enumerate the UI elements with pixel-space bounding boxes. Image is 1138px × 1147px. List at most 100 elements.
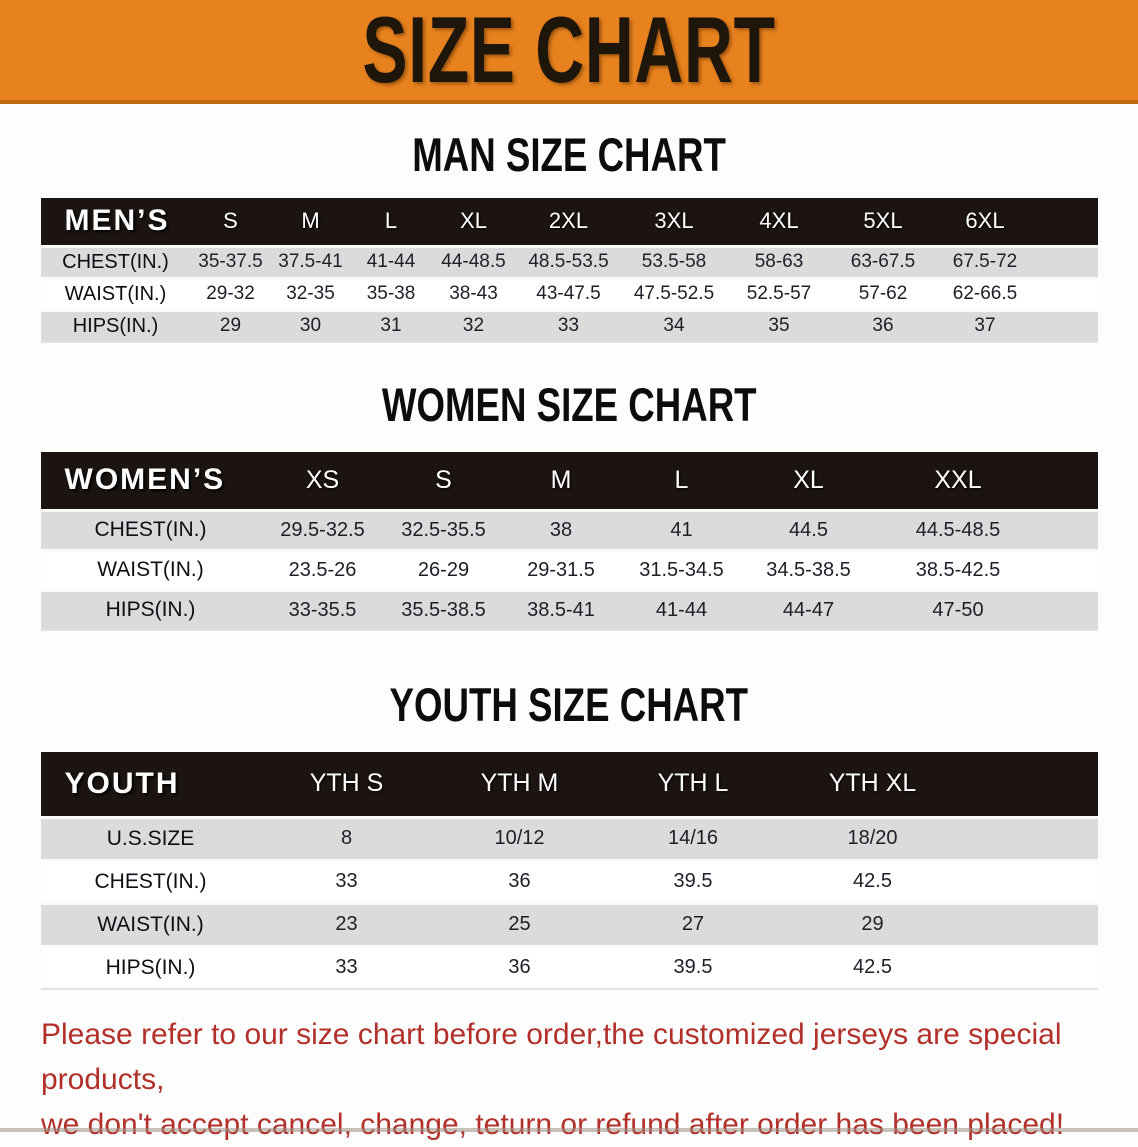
value-cell: 26-29 [417, 558, 470, 581]
column-header-cell: YTH M [480, 769, 559, 798]
women-size-table: WOMEN’S XS S M L XL XXL CHEST(IN.) 29.5-… [40, 452, 1098, 631]
table-header-row: MEN’S S M L XL 2XL 3XL 4XL 5XL 6XL [40, 198, 1098, 246]
value-cell: 38 [549, 518, 573, 541]
bottom-edge-strip [0, 1128, 1138, 1132]
value-cell: 32 [462, 315, 485, 337]
value-cell: 47.5-52.5 [633, 283, 715, 304]
table-row: WAIST(IN.) 29-32 32-35 35-38 38-43 43-47… [40, 278, 1098, 310]
value-cell: 8 [340, 827, 353, 849]
value-cell: 31.5-34.5 [639, 558, 724, 581]
row-label-cell: CHEST(IN.) [62, 250, 169, 273]
value-cell: 33 [557, 315, 580, 337]
value-cell: 67.5-72 [952, 251, 1018, 272]
table-row: CHEST(IN.) 33 36 39.5 42.5 [40, 860, 1098, 903]
spacer-cell [1043, 452, 1098, 510]
value-cell: 42.5 [853, 956, 892, 979]
table-header-row: YOUTH YTH S YTH M YTH L YTH XL [40, 752, 1098, 817]
value-cell: 35 [768, 315, 790, 337]
value-cell: 36 [508, 870, 531, 892]
banner-title: SIZE CHART [362, 0, 776, 102]
row-label-cell: HIPS(IN.) [105, 598, 196, 622]
table-row: U.S.SIZE 8 10/12 14/16 18/20 [40, 817, 1098, 860]
value-cell: 32.5-35.5 [401, 518, 486, 541]
value-cell: 29-32 [206, 283, 255, 304]
column-header-cell: XXL [934, 465, 982, 494]
value-cell: 32-35 [286, 283, 335, 304]
value-cell: 14/16 [667, 827, 719, 849]
value-cell: 44.5-48.5 [915, 518, 1001, 541]
value-cell: 10/12 [494, 827, 545, 849]
table-row: HIPS(IN.) 33 36 39.5 42.5 [40, 946, 1098, 989]
spacer-cell [966, 946, 1098, 989]
spacer-cell [966, 860, 1098, 903]
row-label-cell: HIPS(IN.) [72, 314, 159, 337]
spacer-cell [966, 903, 1098, 946]
column-header-cell: S [223, 208, 238, 234]
value-cell: 36 [508, 956, 531, 979]
row-label-cell: WAIST(IN.) [64, 282, 167, 305]
value-cell: 39.5 [673, 870, 713, 892]
value-cell: 41-44 [655, 598, 708, 621]
value-cell: 29 [219, 315, 242, 337]
youth-section-heading: YOUTH SIZE CHART [389, 678, 749, 731]
value-cell: 41-44 [366, 251, 416, 272]
column-header-cell: 4XL [759, 208, 799, 234]
column-header-cell: M [301, 208, 320, 234]
value-cell: 53.5-58 [641, 251, 707, 272]
table-row: CHEST(IN.) 29.5-32.5 32.5-35.5 38 41 44.… [40, 510, 1098, 550]
column-header-cell: YTH L [657, 769, 729, 798]
table-row: HIPS(IN.) 33-35.5 35.5-38.5 38.5-41 41-4… [40, 590, 1098, 630]
value-cell: 35-37.5 [198, 251, 263, 272]
value-cell: 38.5-41 [527, 598, 595, 621]
value-cell: 23 [335, 913, 358, 935]
footer-note: Please refer to our size chart before or… [41, 1012, 1120, 1147]
table-row: WAIST(IN.) 23.5-26 26-29 29-31.5 31.5-34… [40, 550, 1098, 590]
spacer-cell [1043, 590, 1098, 630]
value-cell: 18/20 [847, 827, 898, 849]
men-size-table: MEN’S S M L XL 2XL 3XL 4XL 5XL 6XL CHEST… [40, 198, 1098, 343]
value-cell: 58-63 [754, 251, 804, 272]
spacer-cell [966, 752, 1098, 817]
spacer-cell [1036, 246, 1098, 278]
column-header-cell: 2XL [548, 208, 589, 234]
value-cell: 33 [335, 870, 358, 892]
column-header-cell: L [674, 465, 689, 494]
value-cell: 23.5-26 [288, 558, 357, 581]
value-cell: 52.5-57 [746, 283, 812, 304]
column-header-cell: L [384, 208, 398, 234]
table-title-cell: YOUTH [64, 766, 180, 800]
value-cell: 38.5-42.5 [915, 558, 1001, 581]
table-row: WAIST(IN.) 23 25 27 29 [40, 903, 1098, 946]
value-cell: 37.5-41 [278, 251, 343, 272]
column-header-cell: XL [460, 208, 487, 234]
value-cell: 33 [335, 956, 358, 979]
value-cell: 30 [299, 315, 322, 337]
value-cell: 29.5-32.5 [280, 518, 365, 541]
value-cell: 37 [974, 315, 996, 337]
value-cell: 41 [670, 518, 693, 541]
value-cell: 57-62 [858, 283, 908, 304]
table-title-cell: WOMEN’S [64, 463, 226, 497]
row-label-cell: HIPS(IN.) [105, 955, 196, 979]
value-cell: 42.5 [853, 870, 892, 892]
column-header-cell: M [550, 465, 572, 494]
column-header-cell: XL [793, 465, 824, 494]
value-cell: 31 [380, 315, 402, 337]
footer-note-line1: Please refer to our size chart before or… [41, 1018, 1062, 1096]
row-label-cell: WAIST(IN.) [97, 558, 204, 581]
women-size-section: WOMEN SIZE CHART WOMEN’S XS S M L XL XXL… [0, 381, 1138, 631]
spacer-cell [1036, 198, 1098, 246]
column-header-cell: S [435, 465, 452, 494]
value-cell: 47-50 [932, 598, 984, 621]
women-section-heading: WOMEN SIZE CHART [381, 378, 757, 431]
column-header-cell: 6XL [965, 208, 1005, 234]
value-cell: 34.5-38.5 [766, 558, 851, 581]
table-title-cell: MEN’S [64, 204, 170, 238]
spacer-cell [1043, 550, 1098, 590]
table-row: HIPS(IN.) 29 30 31 32 33 34 35 36 37 [40, 310, 1098, 342]
value-cell: 36 [872, 315, 894, 337]
footer-note-line2: we don't accept cancel, change, teturn o… [41, 1108, 1065, 1141]
value-cell: 63-67.5 [850, 251, 916, 272]
spacer-cell [1036, 278, 1098, 310]
value-cell: 43-47.5 [536, 283, 601, 304]
